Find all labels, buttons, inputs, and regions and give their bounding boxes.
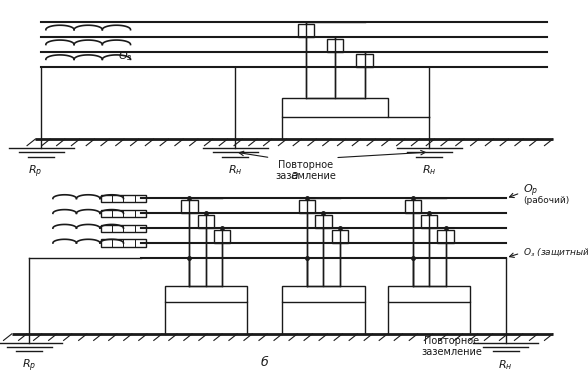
Bar [421,215,437,228]
Bar [181,200,198,213]
Bar [327,39,343,52]
Text: $R_р$: $R_р$ [28,163,42,180]
Bar [282,98,388,117]
Text: $О_з$ (защитный): $О_з$ (защитный) [523,246,588,258]
Bar [315,215,332,228]
Bar [165,286,247,302]
Bar [101,224,146,232]
Bar [214,230,230,243]
Text: $R_н$: $R_н$ [422,163,436,177]
Text: $R_н$: $R_н$ [228,163,242,177]
Text: $О_р$: $О_р$ [523,183,539,199]
Bar [388,286,470,302]
Bar [101,210,146,217]
Bar [437,230,454,243]
Bar [356,54,373,67]
Text: $R_р$: $R_р$ [22,358,36,371]
Text: $О_з$: $О_з$ [118,49,132,63]
Bar [101,195,146,202]
Text: $R_н$: $R_н$ [499,358,513,371]
Bar [405,200,421,213]
Bar [282,286,365,302]
Text: а: а [290,169,298,182]
Bar [298,24,314,37]
Text: Повторное
заземление: Повторное заземление [275,160,336,181]
Text: б: б [260,356,269,369]
Text: Повторное
заземление: Повторное заземление [421,336,482,357]
Text: (рабочий): (рабочий) [523,196,570,205]
Bar [299,200,315,213]
Bar [198,215,214,228]
Bar [332,230,348,243]
Bar [101,240,146,247]
